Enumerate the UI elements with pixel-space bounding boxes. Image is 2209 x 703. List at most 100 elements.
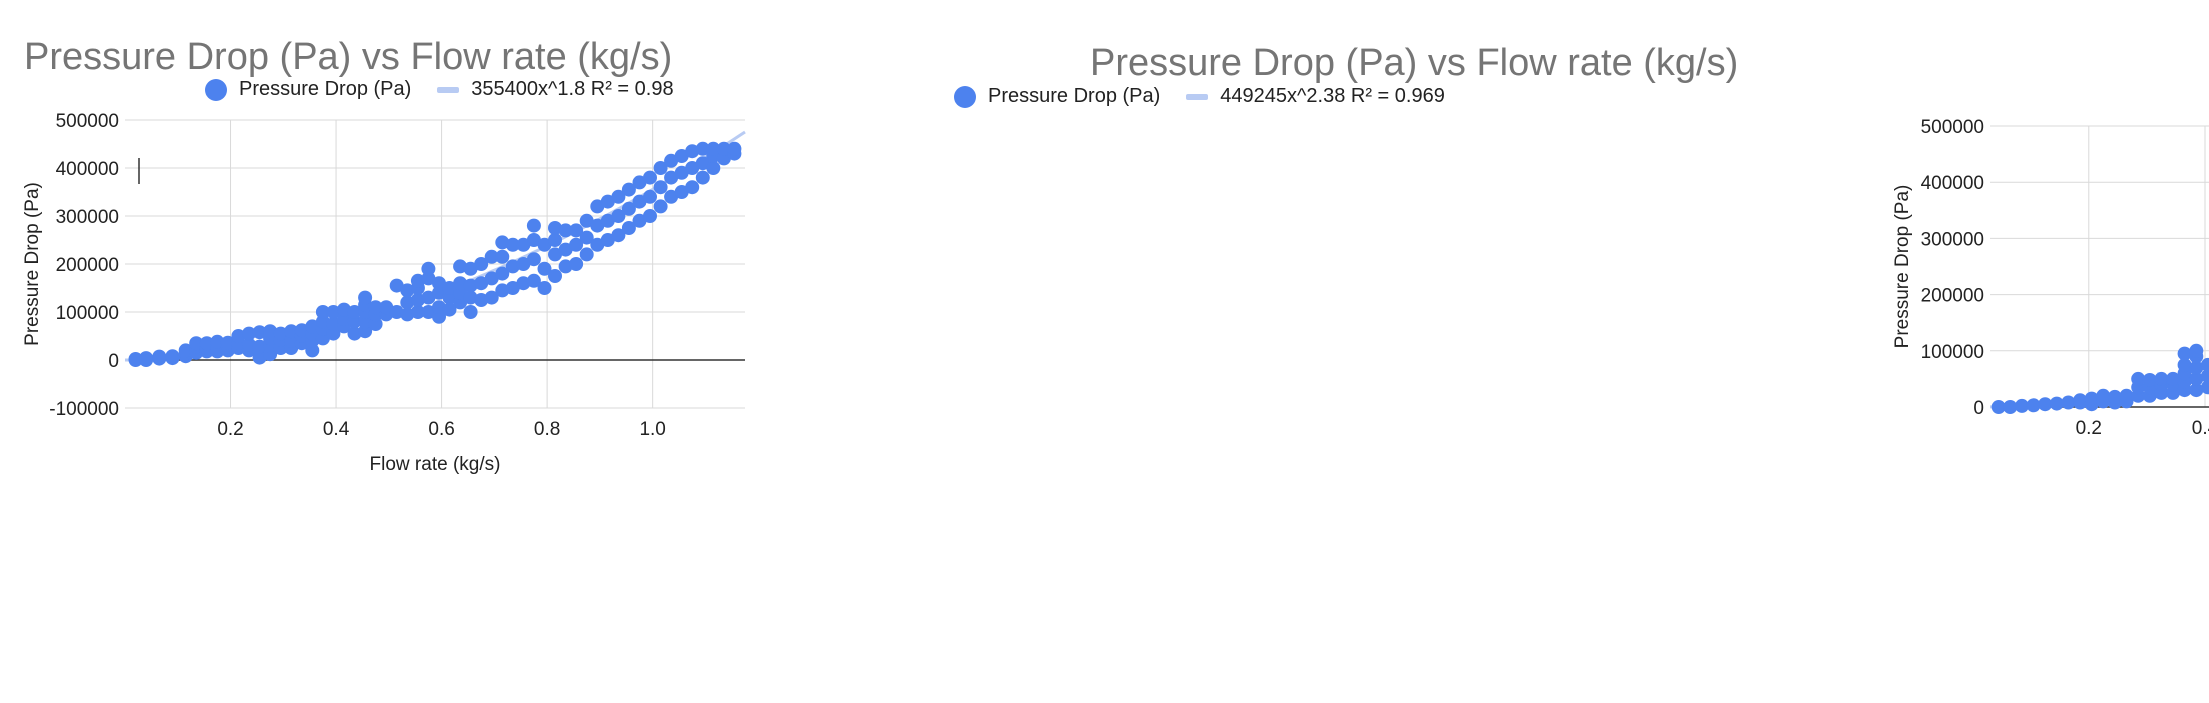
data-point (600, 233, 615, 247)
data-point (368, 300, 383, 315)
data-point (294, 323, 309, 338)
data-point (347, 326, 362, 341)
data-point (632, 175, 647, 190)
data-point (548, 269, 562, 283)
data-point (2131, 371, 2146, 386)
y-tick-label: 100000 (56, 303, 119, 324)
data-point (442, 281, 457, 295)
data-point (2003, 400, 2018, 414)
legend-label-trendline: 449245x^2.38 R² = 0.969 (1220, 85, 1445, 107)
chart-plot: -100000 0 100000 200000 300000 400000 500000 0.… (22, 111, 746, 475)
data-point (2026, 398, 2041, 413)
data-point (432, 309, 446, 324)
data-point (526, 233, 541, 247)
data-point (152, 349, 167, 364)
data-point (674, 185, 689, 199)
data-point (199, 336, 214, 351)
x-tick-label: 0.8 (534, 419, 560, 440)
legend-swatch-trendline (437, 86, 460, 93)
data-point (337, 302, 351, 317)
data-point (315, 314, 330, 329)
data-point (128, 352, 143, 366)
data-point (558, 242, 573, 257)
x-tick-label: 0.2 (217, 419, 243, 440)
data-point (706, 141, 721, 156)
data-point (537, 237, 552, 252)
data-point (358, 290, 373, 305)
data-point (2061, 395, 2076, 410)
data-point (139, 351, 154, 366)
data-point (463, 305, 478, 319)
data-point (558, 259, 573, 274)
data-point (611, 228, 626, 243)
data-point (1991, 400, 2006, 414)
data-point (2200, 369, 2209, 384)
data-point (516, 237, 531, 252)
data-point (2189, 383, 2204, 398)
data-point (453, 259, 468, 274)
data-point (421, 271, 436, 286)
data-point (685, 144, 700, 159)
data-point (653, 180, 668, 195)
x-tick-label: 0.4 (323, 419, 350, 440)
data-point (643, 189, 657, 204)
data-point (2107, 389, 2122, 404)
y-tick-label: 300000 (1921, 229, 1984, 250)
data-point (516, 276, 531, 291)
data-point (2073, 393, 2088, 408)
x-axis-label: Flow rate (kg/s) (370, 454, 501, 475)
data-point (358, 314, 373, 329)
x-tick-label: 1.0 (639, 419, 665, 440)
data-point (410, 305, 425, 319)
data-point (315, 331, 330, 346)
data-point (2166, 371, 2180, 386)
data-point (210, 334, 225, 349)
data-point (474, 257, 489, 271)
data-point (579, 230, 594, 245)
data-point (706, 161, 721, 175)
data-point (442, 302, 457, 317)
data-point (664, 170, 679, 185)
data-point (632, 194, 647, 209)
data-point (611, 209, 626, 223)
y-tick-label: 100000 (1921, 342, 1984, 363)
y-tick-label: 400000 (56, 159, 119, 180)
data-point (284, 333, 299, 348)
data-point (495, 235, 510, 250)
data-point (242, 326, 256, 341)
data-point (727, 141, 742, 156)
data-point (463, 261, 478, 276)
data-point (590, 218, 605, 233)
legend-item-points: Pressure Drop (Pa) (205, 78, 411, 101)
data-point (368, 317, 383, 331)
data-point (2177, 346, 2192, 361)
data-point (495, 249, 510, 264)
data-point (516, 257, 531, 271)
data-point (548, 247, 562, 262)
data-point (400, 295, 415, 310)
data-point (2015, 398, 2029, 413)
data-point (548, 221, 562, 235)
data-point (579, 247, 594, 262)
data-point (263, 324, 278, 339)
data-point (653, 161, 668, 175)
data-point (432, 300, 446, 315)
data-point (453, 295, 468, 310)
legend-label-points: Pressure Drop (Pa) (988, 85, 1161, 107)
data-point (326, 317, 341, 331)
data-point (569, 257, 584, 271)
data-point (453, 276, 468, 291)
data-point (220, 335, 235, 350)
data-point (664, 189, 679, 204)
data-point (474, 276, 489, 291)
data-point (231, 329, 246, 343)
data-point (463, 290, 478, 305)
data-point (716, 141, 731, 156)
data-point (347, 314, 362, 329)
data-point (358, 324, 373, 339)
data-point (537, 261, 552, 276)
data-point (442, 290, 457, 305)
data-point (474, 293, 489, 307)
data-point (242, 337, 256, 352)
data-point (484, 249, 499, 264)
